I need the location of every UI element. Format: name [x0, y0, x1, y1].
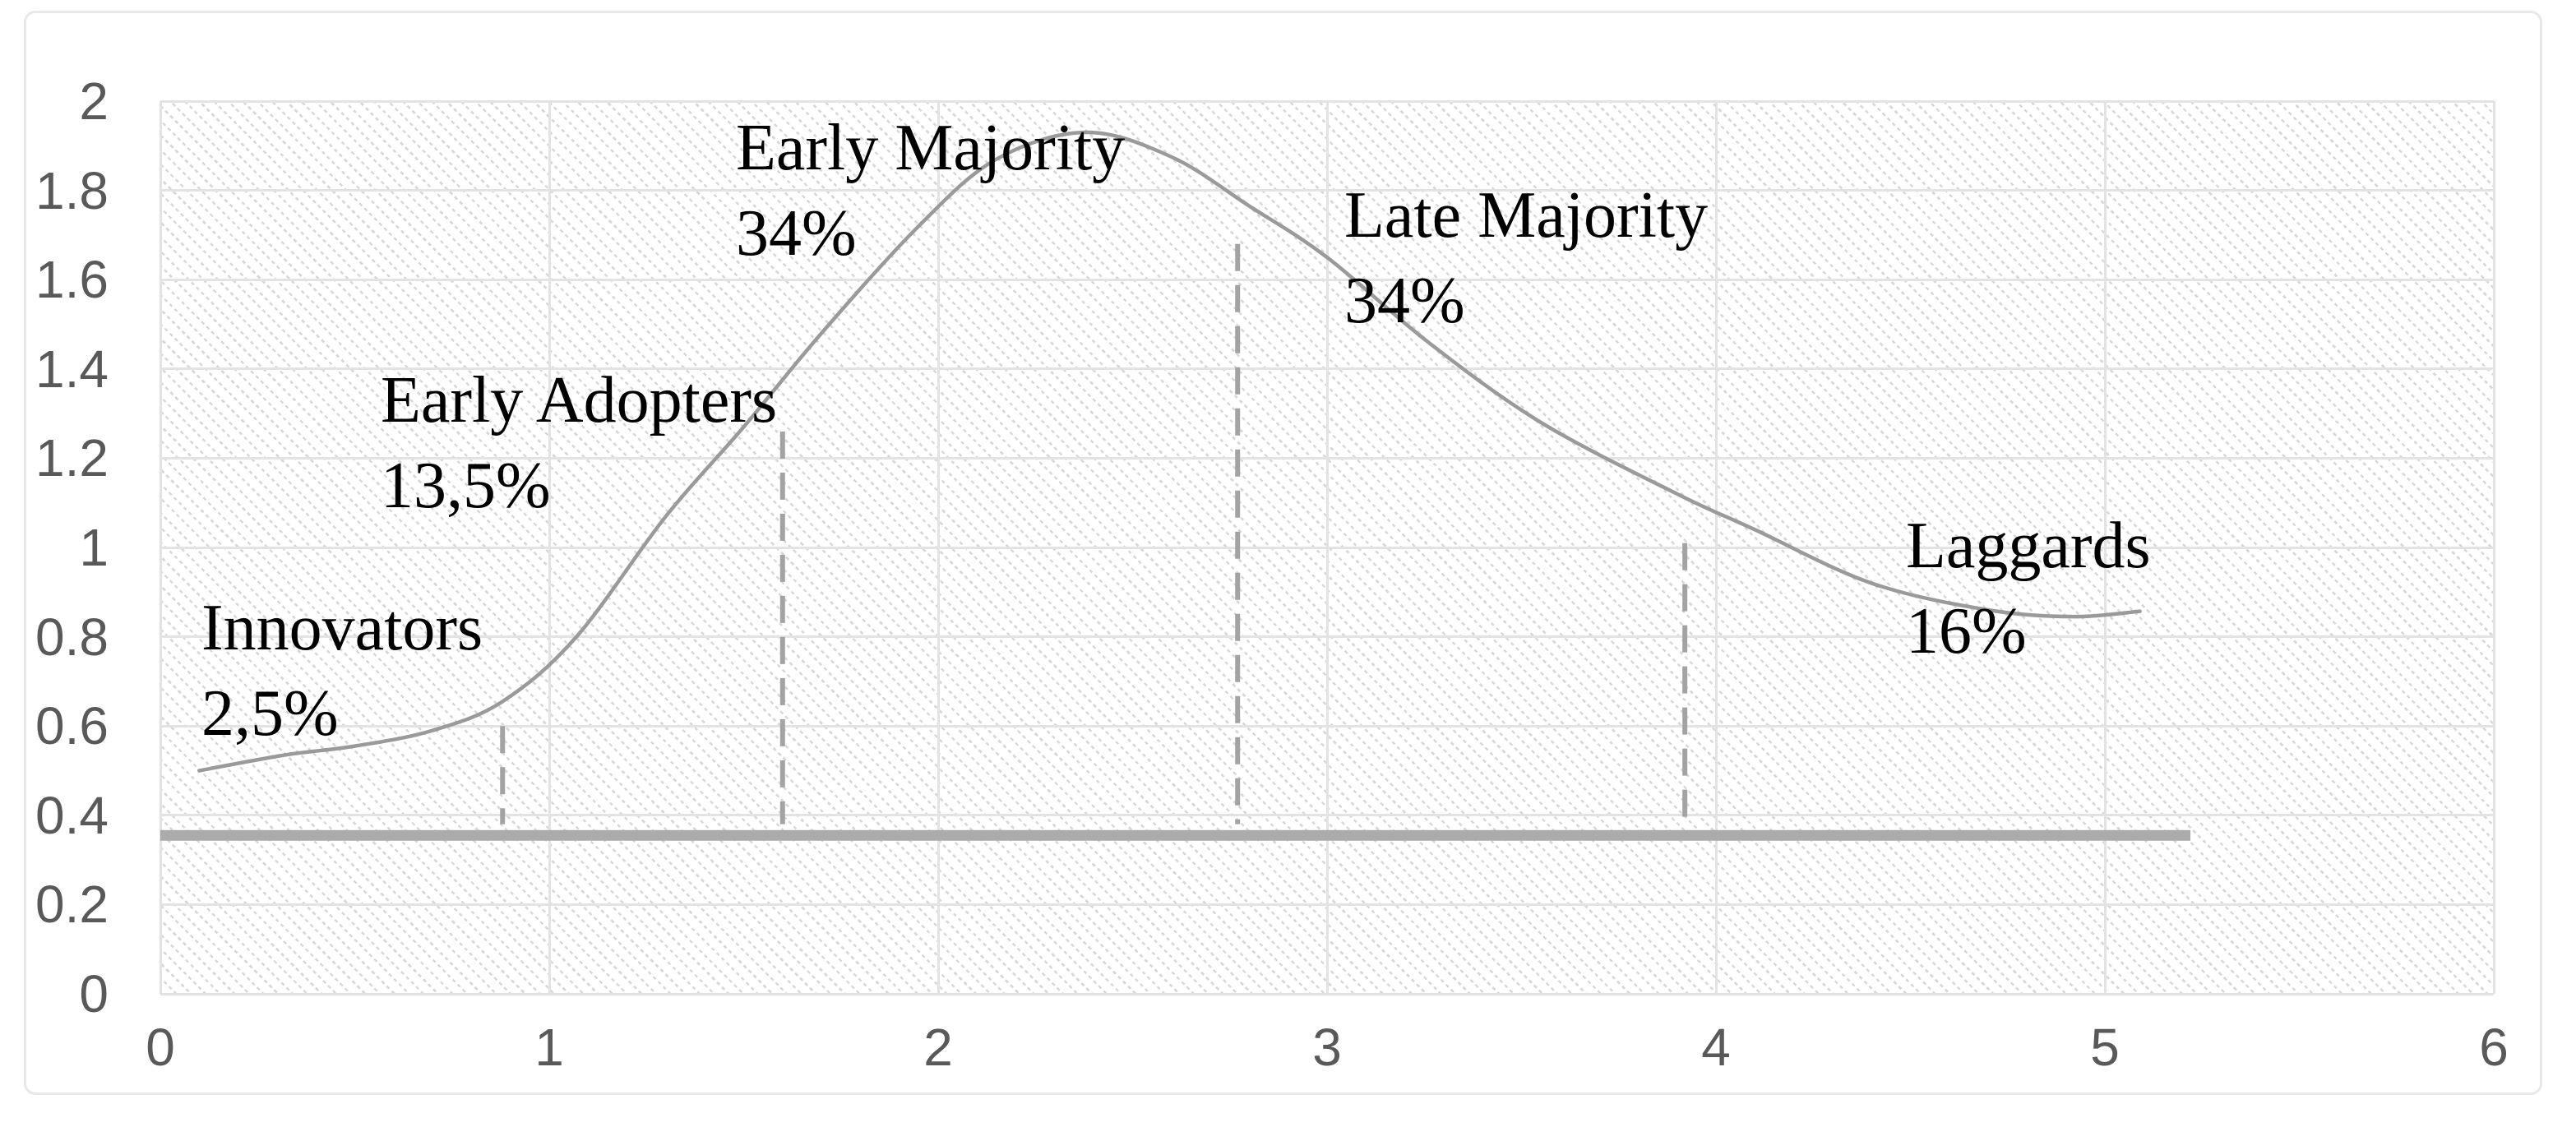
y-axis-tick-label: 2 — [79, 72, 109, 131]
vertical-gridline — [2492, 101, 2495, 994]
chart-frame-border — [24, 11, 2542, 1095]
annotation-label: Early Adopters — [381, 364, 778, 436]
annotation-laggards: Laggards 16% — [1906, 503, 2151, 674]
y-axis-tick-label: 0.2 — [35, 875, 109, 935]
annotation-label: Innovators — [201, 592, 483, 664]
x-axis-tick-label: 4 — [1701, 1018, 1731, 1077]
annotation-value: 16% — [1906, 595, 2027, 667]
annotation-early-majority: Early Majority 34% — [736, 105, 1125, 276]
annotation-early-adopters: Early Adopters 13,5% — [381, 358, 777, 529]
annotation-value: 2,5% — [201, 677, 339, 750]
y-axis-tick-label: 1 — [79, 518, 109, 577]
y-axis-tick-label: 1.6 — [35, 250, 109, 310]
y-axis-tick-label: 1.4 — [35, 339, 109, 399]
annotation-value: 34% — [736, 197, 857, 270]
vertical-gridline — [159, 101, 162, 994]
x-axis-tick-label: 0 — [146, 1018, 175, 1077]
vertical-gridline — [548, 101, 551, 994]
annotation-label: Late Majority — [1344, 179, 1709, 252]
x-axis-tick-label: 2 — [923, 1018, 953, 1077]
annotation-label: Laggards — [1906, 510, 2151, 582]
x-axis-tick-label: 6 — [2479, 1018, 2509, 1077]
y-axis-tick-label: 0.4 — [35, 785, 109, 845]
annotation-value: 34% — [1344, 265, 1465, 337]
vertical-gridline — [1714, 101, 1718, 994]
x-axis-tick-label: 5 — [2090, 1018, 2120, 1077]
annotation-label: Early Majority — [736, 112, 1126, 184]
y-axis-tick-label: 0.6 — [35, 696, 109, 756]
annotation-innovators: Innovators 2,5% — [201, 585, 483, 756]
horizontal-gridline — [160, 992, 2494, 995]
x-axis-tick-label: 1 — [534, 1018, 564, 1077]
y-axis-tick-label: 0 — [79, 964, 109, 1023]
y-axis-tick-label: 1.8 — [35, 160, 109, 220]
annotation-late-majority: Late Majority 34% — [1344, 173, 1708, 344]
y-axis-tick-label: 1.2 — [35, 428, 109, 488]
vertical-gridline — [1325, 101, 1329, 994]
x-axis-tick-label: 3 — [1312, 1018, 1342, 1077]
y-axis-tick-label: 0.8 — [35, 607, 109, 667]
annotation-value: 13,5% — [381, 450, 551, 522]
